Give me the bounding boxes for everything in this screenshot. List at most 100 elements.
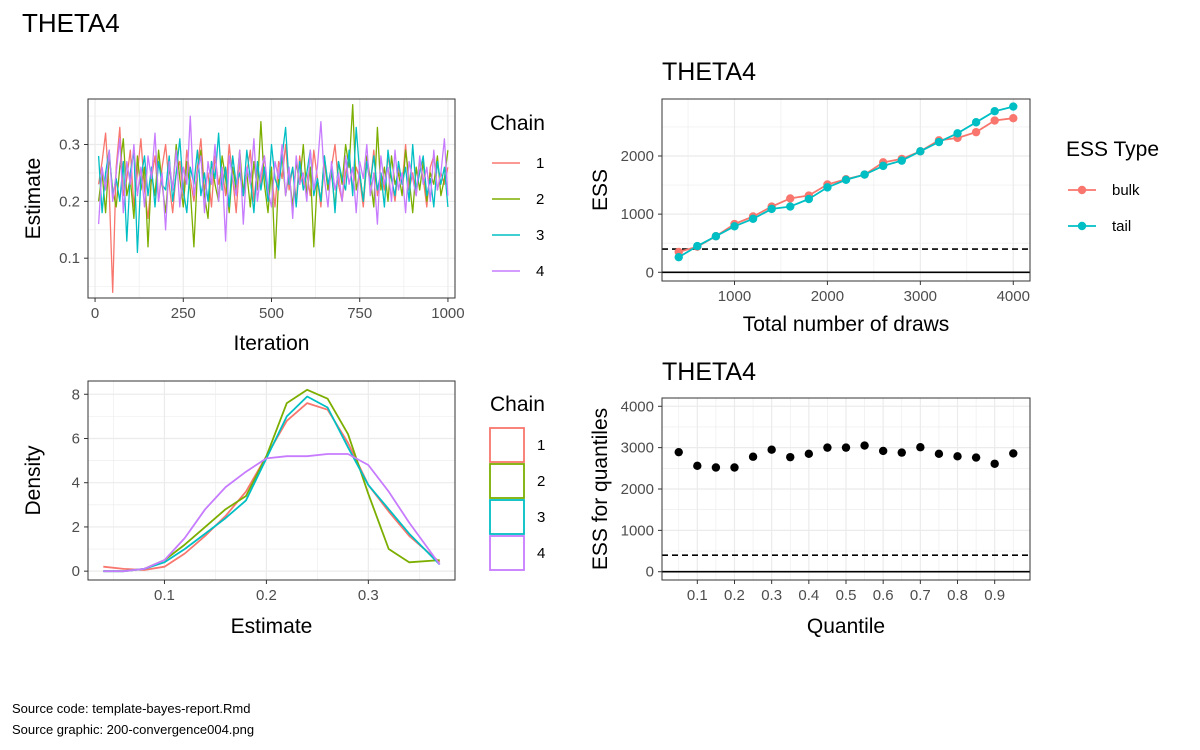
density-y-tick-label: 0 <box>72 563 80 580</box>
ess-draws-data-point <box>1009 102 1018 111</box>
density-panel-border <box>87 380 456 581</box>
ess-quantiles-x-tick-label: 0.7 <box>910 587 931 604</box>
ess-quantiles-data-point <box>823 443 832 452</box>
ess-draws-legend-label: bulk <box>1112 182 1140 199</box>
ess-quantiles-data-point <box>897 448 906 457</box>
trace-x-axis-label: Iteration <box>234 332 310 355</box>
ess-draws-chart-title: THETA4 <box>662 58 756 86</box>
ess-draws-data-point <box>730 222 739 231</box>
trace-y-tick-label: 0.3 <box>59 136 80 153</box>
density-legend-label: 2 <box>537 473 545 490</box>
trace-x-tick-label: 750 <box>347 305 372 322</box>
ess-draws-data-point <box>971 127 981 137</box>
ess-quantiles-x-tick-label: 0.3 <box>761 587 782 604</box>
density-x-tick-label: 0.3 <box>358 587 379 604</box>
ess-draws-data-point <box>971 118 981 127</box>
ess-quantiles-data-point <box>990 459 999 468</box>
density-y-axis-label: Density <box>22 445 45 516</box>
ess-draws-data-point <box>990 107 999 116</box>
ess-quantiles-data-point <box>860 441 869 450</box>
ess-draws-x-tick-label: 2000 <box>811 288 844 305</box>
ess-quantiles-data-point <box>916 443 925 452</box>
ess-quantiles-x-tick-label: 0.2 <box>724 587 745 604</box>
density-panel <box>88 381 455 580</box>
trace-x-tick-label: 1000 <box>431 305 464 322</box>
ess-quantiles-x-tick-label: 0.4 <box>798 587 819 604</box>
ess-draws-y-tick-label: 1000 <box>621 206 654 223</box>
ess-draws-data-point <box>990 116 999 125</box>
ess-draws-data-point <box>823 183 832 192</box>
ess-draws-data-point <box>1009 113 1018 123</box>
density-y-tick-label: 6 <box>72 430 80 447</box>
ess-quantiles-x-axis-label: Quantile <box>807 615 885 638</box>
ess-quantiles-data-point <box>786 452 795 462</box>
density-legend-key <box>489 463 525 499</box>
ess-quantiles-data-point <box>804 449 814 459</box>
density-series-line-4 <box>103 453 441 573</box>
density-legend-label: 1 <box>537 437 545 454</box>
ess-quantiles-data-point <box>971 453 981 462</box>
ess-draws-data-point <box>748 214 758 223</box>
ess-draws-data-point <box>897 156 906 165</box>
ess-draws-data-point <box>878 161 888 171</box>
ess-draws-legend-label: tail <box>1112 218 1131 235</box>
ess-draws-legend-key-point <box>1077 221 1087 231</box>
ess-quantiles-data-point <box>841 443 851 452</box>
ess-quantiles-data-point <box>674 447 683 457</box>
ess-quantiles-data-point <box>934 449 944 459</box>
ess-quantiles-data-point <box>1009 449 1018 458</box>
density-y-tick-label: 2 <box>72 519 80 536</box>
ess-quantiles-x-tick-label: 0.1 <box>687 587 708 604</box>
trace-legend-title: Chain <box>490 112 545 135</box>
ess-quantiles-data-point <box>711 463 721 472</box>
trace-legend-label: 2 <box>536 191 544 208</box>
ess-draws-x-axis-label: Total number of draws <box>743 313 950 336</box>
trace-legend-label: 1 <box>536 155 544 172</box>
ess-draws-y-tick-label: 2000 <box>621 148 654 165</box>
ess-draws-panel <box>662 99 1030 281</box>
trace-y-tick-label: 0.2 <box>59 193 80 210</box>
ess-draws-data-point <box>804 194 814 204</box>
ess-draws-data-point <box>953 129 962 138</box>
ess-quantiles-x-tick-label: 0.9 <box>984 587 1005 604</box>
ess-quantiles-x-tick-label: 0.6 <box>873 587 894 604</box>
ess-quantiles-data-point <box>953 452 962 461</box>
trace-series-line-4 <box>97 115 449 242</box>
density-x-axis-label: Estimate <box>231 615 313 638</box>
ess-quantiles-y-tick-label: 0 <box>646 564 654 581</box>
trace-x-tick-label: 0 <box>91 305 99 322</box>
ess-quantiles-y-tick-label: 1000 <box>621 522 654 539</box>
ess-quantiles-y-tick-label: 3000 <box>621 440 654 457</box>
trace-x-tick-label: 500 <box>259 305 284 322</box>
ess-quantiles-y-axis-label: ESS for quantiles <box>589 408 612 570</box>
ess-draws-data-point <box>916 147 925 156</box>
ess-draws-data-point <box>934 137 944 147</box>
ess-draws-panel-border <box>661 98 1031 282</box>
page-title: THETA4 <box>22 8 120 38</box>
density-x-tick-label: 0.1 <box>154 587 175 604</box>
ess-quantiles-data-point <box>767 445 776 454</box>
source-code-caption: Source code: template-bayes-report.Rmd <box>12 701 251 716</box>
density-legend-key <box>489 535 525 571</box>
ess-draws-data-point <box>786 194 795 203</box>
density-y-tick-label: 4 <box>72 475 80 492</box>
density-y-tick-label: 8 <box>72 386 80 403</box>
ess-quantiles-data-point <box>693 461 702 471</box>
density-legend-key <box>489 427 525 463</box>
ess-quantiles-chart-title: THETA4 <box>662 358 756 386</box>
density-x-tick-label: 0.2 <box>256 587 277 604</box>
ess-draws-y-tick-label: 0 <box>646 264 654 281</box>
ess-draws-data-point <box>786 202 795 211</box>
ess-draws-x-tick-label: 4000 <box>997 288 1030 305</box>
ess-draws-x-tick-label: 1000 <box>718 288 751 305</box>
ess-quantiles-data-point <box>730 463 739 472</box>
density-legend-key <box>489 499 525 535</box>
trace-series-line-3 <box>97 126 449 254</box>
trace-y-axis-label: Estimate <box>22 158 45 240</box>
ess-draws-data-point <box>860 170 869 179</box>
ess-quantiles-x-tick-label: 0.8 <box>947 587 968 604</box>
ess-quantiles-data-point <box>878 446 888 456</box>
trace-legend-label: 3 <box>536 227 544 244</box>
ess-draws-data-point <box>767 204 776 214</box>
